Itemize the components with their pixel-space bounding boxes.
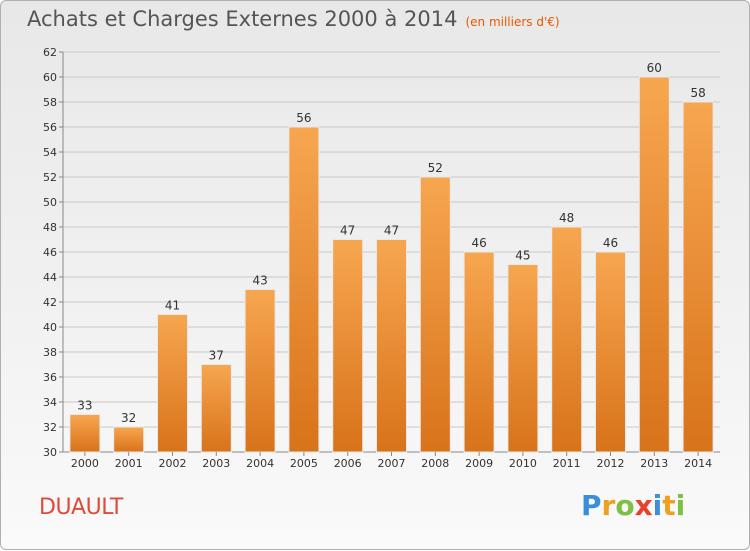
- x-tick-label: 2011: [553, 457, 581, 470]
- y-tick-label: 44: [43, 271, 57, 284]
- logo-letter: o: [615, 489, 635, 522]
- bar-value-label: 33: [77, 399, 92, 413]
- x-tick-label: 2012: [597, 457, 625, 470]
- y-tick-label: 50: [43, 196, 57, 209]
- y-tick-label: 34: [43, 396, 57, 409]
- logo-letter: i: [652, 489, 663, 522]
- x-tick-label: 2003: [202, 457, 230, 470]
- chart-title-text: Achats et Charges Externes 2000 à 2014: [27, 7, 458, 31]
- proxiti-logo[interactable]: Proxiti: [581, 489, 685, 522]
- x-tick-label: 2001: [115, 457, 143, 470]
- x-tick-label: 2004: [246, 457, 274, 470]
- y-tick-label: 48: [43, 221, 57, 234]
- bar-value-label: 48: [559, 211, 574, 225]
- x-tick-label: 2010: [509, 457, 537, 470]
- bar-value-label: 37: [209, 349, 224, 363]
- x-tick-label: 2006: [334, 457, 362, 470]
- bar-value-label: 52: [428, 161, 443, 175]
- bar-2007: [376, 239, 407, 453]
- bar-value-label: 56: [296, 111, 311, 125]
- y-tick-label: 52: [43, 171, 57, 184]
- bar-2003: [200, 364, 232, 453]
- chart-subtitle: (en milliers d'€): [465, 15, 560, 29]
- x-tick-label: 2009: [465, 457, 493, 470]
- x-tick-label: 2008: [421, 457, 449, 470]
- bar-value-label: 46: [471, 236, 486, 250]
- y-tick-label: 60: [43, 71, 57, 84]
- bar-2001: [113, 426, 145, 453]
- y-tick-label: 56: [43, 121, 57, 134]
- bar-value-label: 45: [515, 249, 530, 263]
- bar-2009: [463, 251, 495, 453]
- y-tick-label: 30: [43, 446, 57, 459]
- bar-2006: [332, 239, 364, 453]
- x-tick-label: 2013: [640, 457, 668, 470]
- logo-letter: i: [675, 489, 686, 522]
- commune-name: DUAULT: [39, 495, 123, 520]
- y-tick-label: 62: [43, 46, 57, 59]
- y-tick-label: 40: [43, 321, 57, 334]
- logo-letter: P: [581, 489, 602, 522]
- bar-2005: [288, 126, 320, 453]
- bar-value-label: 32: [121, 411, 136, 425]
- bar-value-label: 43: [252, 274, 267, 288]
- bar-2004: [244, 289, 276, 453]
- bar-2014: [682, 101, 714, 453]
- y-tick-label: 46: [43, 246, 57, 259]
- bar-2012: [595, 251, 626, 453]
- logo-letter: t: [662, 489, 676, 522]
- bar-value-label: 58: [690, 86, 705, 100]
- bar-2011: [551, 226, 583, 453]
- logo-letter: r: [601, 489, 616, 522]
- bar-2013: [638, 76, 670, 453]
- x-tick-label: 2007: [378, 457, 406, 470]
- bar-2002: [157, 314, 188, 453]
- bar-2010: [507, 264, 539, 453]
- x-tick-label: 2005: [290, 457, 318, 470]
- logo-letter: x: [634, 489, 653, 522]
- y-tick-label: 42: [43, 296, 57, 309]
- bar-2008: [419, 176, 451, 453]
- chart-title: Achats et Charges Externes 2000 à 2014 (e…: [27, 7, 560, 31]
- y-tick-label: 36: [43, 371, 57, 384]
- x-tick-label: 2002: [159, 457, 187, 470]
- bar-value-label: 47: [384, 224, 399, 238]
- bar-value-label: 46: [603, 236, 618, 250]
- y-tick-label: 32: [43, 421, 57, 434]
- x-tick-label: 2000: [71, 457, 99, 470]
- x-tick-label: 2014: [684, 457, 712, 470]
- y-tick-label: 58: [43, 96, 57, 109]
- bar-value-label: 41: [165, 299, 180, 313]
- bar-2000: [69, 414, 101, 453]
- bar-value-label: 47: [340, 224, 355, 238]
- y-tick-label: 38: [43, 346, 57, 359]
- y-tick-label: 54: [43, 146, 57, 159]
- bar-value-label: 60: [647, 61, 662, 75]
